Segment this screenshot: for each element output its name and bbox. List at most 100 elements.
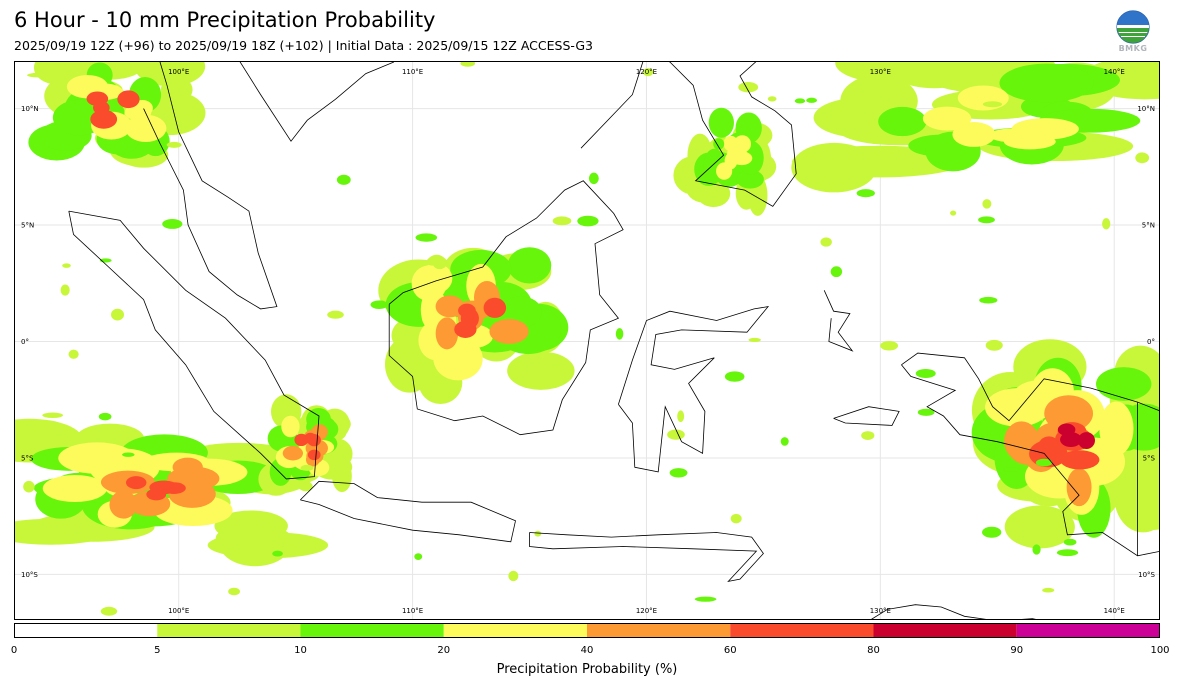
- precip-cell: [386, 275, 393, 287]
- lon-tick-label: 110°E: [402, 607, 423, 615]
- precip-cell: [588, 172, 599, 185]
- precip-patch: [1096, 367, 1152, 401]
- precip-patch: [988, 128, 1038, 143]
- precip-patch: [1077, 432, 1095, 449]
- coastline-sumatra: [68, 210, 320, 480]
- precip-cell: [62, 263, 71, 268]
- precip-patch: [161, 482, 186, 494]
- colorbar-bin: [730, 623, 874, 638]
- precip-cell: [298, 481, 313, 492]
- precip-patch: [708, 107, 734, 138]
- precip-patch: [93, 101, 110, 115]
- precip-patch: [891, 62, 978, 89]
- precip-cell: [1003, 467, 1020, 472]
- colorbar-border: [14, 623, 1160, 638]
- precip-cell: [1035, 458, 1053, 467]
- lat-tick-label: 5°S: [1143, 454, 1156, 462]
- precip-cell: [820, 237, 832, 247]
- precip-region: [791, 62, 1159, 193]
- precip-patch: [435, 317, 459, 350]
- precip-cell: [1140, 525, 1159, 531]
- precip-cell: [68, 349, 79, 359]
- precip-patch: [489, 319, 529, 344]
- precip-cell: [228, 587, 240, 596]
- precip-patch: [58, 442, 136, 474]
- colorbar-bin: [300, 623, 444, 638]
- coastline-sulawesi: [618, 306, 770, 473]
- page-subtitle: 2025/09/19 12Z (+96) to 2025/09/19 18Z (…: [14, 38, 593, 53]
- precip-cell: [534, 530, 542, 537]
- precip-cell: [42, 412, 64, 419]
- precip-cell: [415, 233, 438, 242]
- precip-cell: [642, 68, 654, 77]
- precip-cell: [122, 452, 135, 457]
- precip-patch: [922, 106, 972, 131]
- coastline-philippines: [580, 62, 797, 207]
- precip-patch: [90, 109, 118, 129]
- precip-patch: [1004, 505, 1075, 549]
- coastlines: [68, 62, 1159, 619]
- precip-patch: [483, 297, 507, 318]
- precip-cell: [508, 570, 519, 582]
- precip-cell: [806, 97, 818, 103]
- coastline-thailand-gulf: [160, 62, 395, 142]
- precip-cell: [794, 98, 806, 104]
- coastline-borneo: [388, 180, 624, 436]
- precip-cell: [166, 141, 182, 148]
- precip-patch: [736, 169, 764, 189]
- precip-patch: [1060, 432, 1082, 448]
- precip-cell: [1056, 549, 1079, 557]
- precip-patch: [1099, 401, 1134, 456]
- precip-cell: [1155, 502, 1159, 508]
- precip-patch: [117, 90, 140, 109]
- precip-cell: [100, 606, 118, 616]
- precip-cell: [767, 96, 777, 102]
- precip-patch: [304, 432, 317, 444]
- coastline-lesser-sunda: [529, 532, 764, 583]
- precip-cell: [880, 341, 899, 351]
- map-tick-labels: 100°E 100°E 110°E 110°E 120°E 120°E 130°E 130°E…: [21, 68, 1156, 615]
- precip-region: [673, 107, 777, 216]
- coastline-java: [300, 480, 516, 543]
- precip-patch: [458, 303, 476, 318]
- precip-patch: [507, 351, 575, 390]
- precip-patch: [215, 523, 292, 553]
- precip-region: [15, 418, 329, 567]
- precip-cell: [1042, 587, 1055, 593]
- coastline-papua: [901, 352, 1159, 557]
- precip-patch: [957, 85, 1009, 111]
- precip-patch: [952, 122, 996, 147]
- precip-cell: [978, 216, 995, 224]
- precip-patch: [507, 247, 552, 284]
- colorbar-tick-label: 20: [437, 645, 451, 656]
- precip-patch: [42, 474, 108, 503]
- lat-tick-label: 5°N: [21, 222, 34, 230]
- colorbar-tick-label: 100: [1150, 645, 1170, 656]
- lon-tick-label: 130°E: [870, 607, 891, 615]
- precip-patch: [160, 76, 193, 103]
- coastline-australia-north: [871, 604, 1036, 619]
- page-title: 6 Hour - 10 mm Precipitation Probability: [14, 8, 436, 32]
- colorbar-tick-label: 10: [294, 645, 307, 656]
- precip-region: [971, 339, 1159, 549]
- lon-tick-label: 100°E: [168, 68, 189, 76]
- precip-cell: [730, 513, 742, 524]
- precip-cell: [1102, 218, 1111, 230]
- precip-patch: [281, 415, 300, 438]
- colorbar-title: Precipitation Probability (%): [496, 662, 678, 677]
- precip-patch: [172, 457, 203, 477]
- precip-cell: [982, 526, 1002, 538]
- lat-tick-label: 5°N: [1142, 222, 1155, 230]
- precip-patch: [1044, 395, 1094, 432]
- precip-region: [378, 247, 575, 404]
- precip-cell: [615, 328, 624, 340]
- colorbar-bin: [873, 623, 1017, 638]
- precip-cell: [1063, 538, 1077, 546]
- lat-tick-label: 0°: [1147, 338, 1155, 346]
- colorbar-bin: [587, 623, 731, 638]
- coastline-malay-peninsula: [143, 62, 278, 310]
- precip-cell: [60, 284, 70, 296]
- precip-patch: [68, 77, 107, 92]
- lat-tick-label: 5°S: [21, 454, 34, 462]
- lat-tick-label: 0°: [21, 338, 29, 346]
